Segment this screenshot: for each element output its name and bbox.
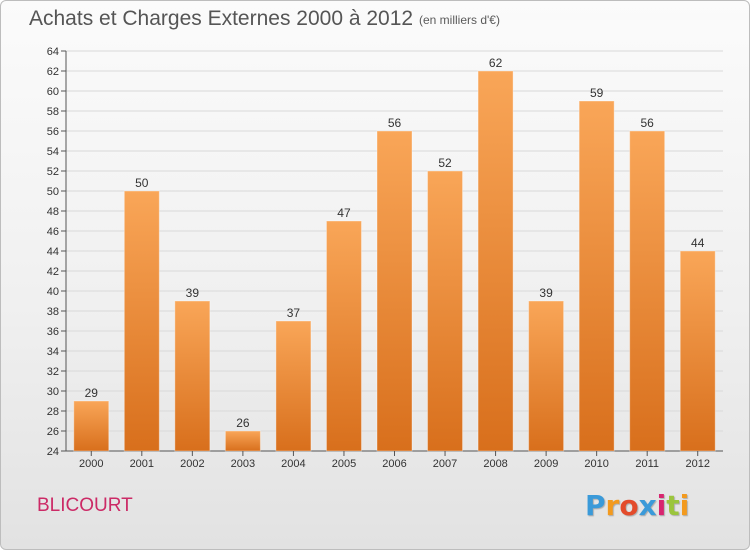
y-tick-label: 40 [47,286,59,298]
data-label: 26 [236,416,250,430]
y-tick-label: 24 [47,446,59,458]
chart-subtitle: (en milliers d'€) [419,13,500,27]
x-tick-label: 2005 [332,458,356,470]
data-label: 56 [641,116,655,130]
x-tick-label: 2012 [685,458,709,470]
y-tick-label: 42 [47,266,59,278]
y-tick-label: 58 [47,106,59,118]
y-tick-label: 36 [47,326,59,338]
x-tick-label: 2006 [382,458,406,470]
data-label: 62 [489,56,503,70]
y-tick-label: 54 [47,146,59,158]
y-tick-label: 48 [47,206,59,218]
logo-letter: o [619,489,639,522]
data-label: 56 [388,116,402,130]
x-tick-label: 2009 [534,458,558,470]
x-tick-label: 2007 [433,458,457,470]
bar [579,101,615,451]
y-tick-label: 50 [47,186,59,198]
data-label: 52 [438,156,452,170]
bar [377,131,412,451]
y-tick-label: 56 [47,126,59,138]
y-tick-label: 64 [47,46,59,58]
commune-name: BLICOURT [37,495,133,516]
x-tick-label: 2004 [281,458,305,470]
x-tick-label: 2011 [635,458,659,470]
bar [427,171,463,451]
logo-letter: r [605,489,620,522]
y-tick-label: 26 [47,426,59,438]
data-label: 44 [691,236,705,250]
x-tick-label: 2008 [483,458,507,470]
data-label: 29 [85,386,99,400]
y-tick-label: 60 [47,86,59,98]
y-tick-label: 62 [47,66,59,78]
logo-letter: i [656,489,667,522]
data-label: 47 [337,206,351,220]
bar [124,191,160,451]
data-label: 39 [539,286,553,300]
data-label: 39 [186,286,200,300]
logo-letter: t [666,489,680,522]
y-tick-label: 44 [47,246,59,258]
bar [275,321,311,451]
bar [680,251,716,451]
y-tick-label: 52 [47,166,59,178]
bar [225,431,261,451]
y-tick-label: 46 [47,226,59,238]
bar [326,221,362,451]
y-tick-label: 28 [47,406,59,418]
bar [629,131,665,451]
data-label: 59 [590,86,604,100]
logo-letter: i [679,489,690,522]
chart-title: Achats et Charges Externes 2000 à 2012 [29,7,414,30]
bar [478,71,514,451]
data-label: 37 [287,306,301,320]
x-tick-label: 2002 [180,458,204,470]
logo-letter: P [585,489,606,522]
x-tick-label: 2010 [584,458,608,470]
y-tick-label: 30 [47,386,59,398]
logo-letter: x [638,489,657,522]
y-tick-label: 32 [47,366,59,378]
proxiti-logo: Proxiti [585,489,689,522]
data-label: 50 [135,176,149,190]
bar [174,301,210,451]
x-tick-label: 2000 [79,458,103,470]
x-tick-label: 2003 [231,458,255,470]
bar [528,301,564,451]
bar [73,401,109,451]
y-tick-label: 34 [47,346,59,358]
x-tick-label: 2001 [130,458,154,470]
y-tick-label: 38 [47,306,59,318]
